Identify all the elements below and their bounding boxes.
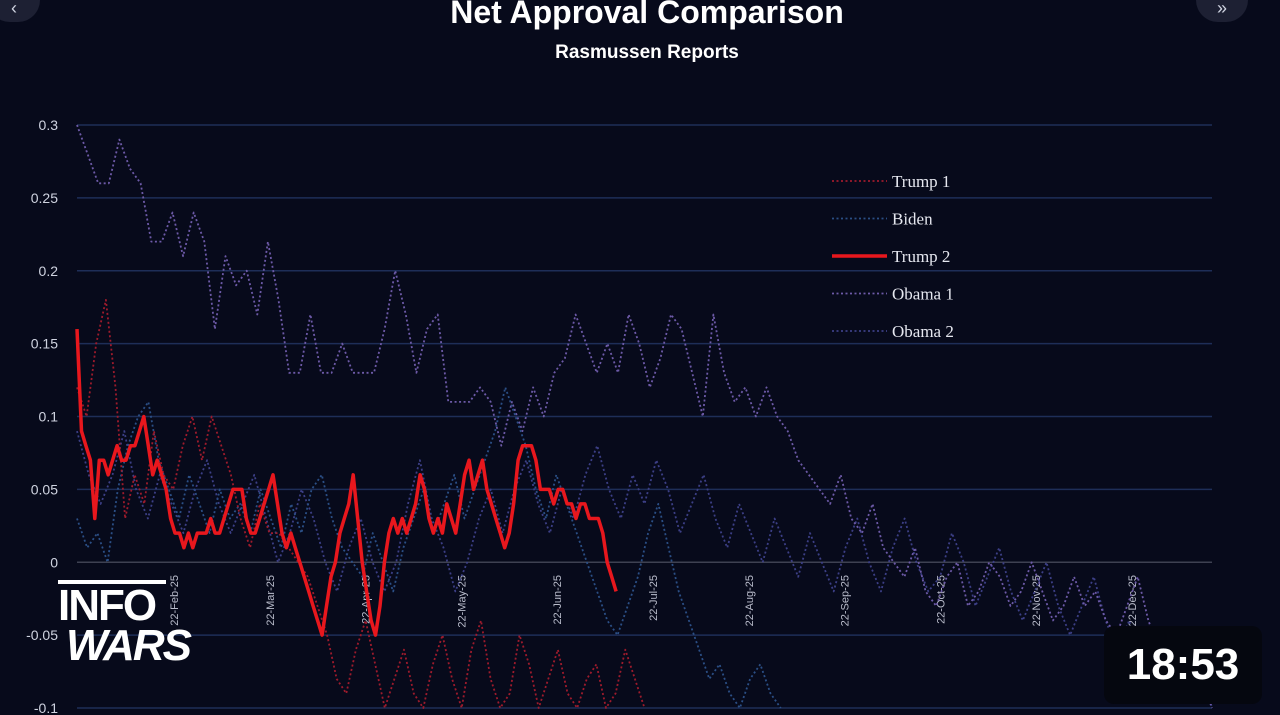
video-duration-badge: 18:53 <box>1104 626 1262 704</box>
x-tick-label: 22-Oct-25 <box>935 575 947 624</box>
x-tick-label: 22-Dec-25 <box>1127 575 1139 626</box>
x-axis-tick-labels: 22-Feb-25 22-Mar-25 22-Apr-25 22-May-25 22-J… <box>169 575 1139 628</box>
y-tick-label: 0.1 <box>39 409 59 425</box>
y-tick-label: -0.1 <box>34 700 58 715</box>
series-lines <box>75 124 1213 709</box>
y-tick-label: -0.05 <box>26 627 58 643</box>
infowars-logo: INFO WARS <box>58 580 192 680</box>
legend-label: Trump 1 <box>892 172 950 191</box>
legend: Trump 1 Biden Trump 2 Obama 1 Obama 2 <box>832 172 954 341</box>
legend-label: Trump 2 <box>892 247 950 266</box>
x-tick-label: 22-Jul-25 <box>648 575 660 621</box>
y-tick-label: 0.2 <box>39 263 59 279</box>
series-line-trump-2 <box>75 329 618 637</box>
x-tick-label: 22-Mar-25 <box>265 575 277 626</box>
x-tick-label: 22-Nov-25 <box>1031 575 1043 626</box>
y-tick-label: 0 <box>50 554 58 570</box>
logo-line-1: INFO <box>58 581 157 630</box>
legend-label: Biden <box>892 210 933 229</box>
x-tick-label: 22-Sep-25 <box>840 575 852 626</box>
x-tick-label: 22-Jun-25 <box>552 575 564 625</box>
y-tick-label: 0.05 <box>31 481 58 497</box>
chart-subtitle: Rasmussen Reports <box>555 42 739 63</box>
legend-label: Obama 1 <box>892 285 954 304</box>
y-tick-label: 0.3 <box>39 117 59 133</box>
gridlines <box>77 124 1212 709</box>
legend-label: Obama 2 <box>892 322 954 341</box>
y-tick-label: 0.15 <box>31 336 58 352</box>
x-tick-label: 22-May-25 <box>456 575 468 628</box>
x-tick-label: 22-Feb-25 <box>169 575 181 626</box>
series-line-obama-2 <box>76 430 1213 709</box>
series-line-biden <box>76 386 782 709</box>
logo-bar <box>58 580 166 584</box>
series-line-trump-1 <box>76 298 646 709</box>
previous-button[interactable]: ‹ <box>0 0 40 22</box>
chart-title: Net Approval Comparison <box>450 0 844 30</box>
next-button[interactable]: » <box>1196 0 1248 22</box>
x-tick-label: 22-Aug-25 <box>744 575 756 626</box>
chevron-left-icon: ‹ <box>11 0 17 18</box>
y-tick-label: 0.25 <box>31 190 58 206</box>
logo-line-2: WARS <box>66 621 192 670</box>
double-chevron-right-icon: » <box>1216 0 1227 18</box>
y-axis-tick-labels: 0.3 0.25 0.2 0.15 0.1 0.05 0 -0.05 -0.1 <box>26 117 58 715</box>
